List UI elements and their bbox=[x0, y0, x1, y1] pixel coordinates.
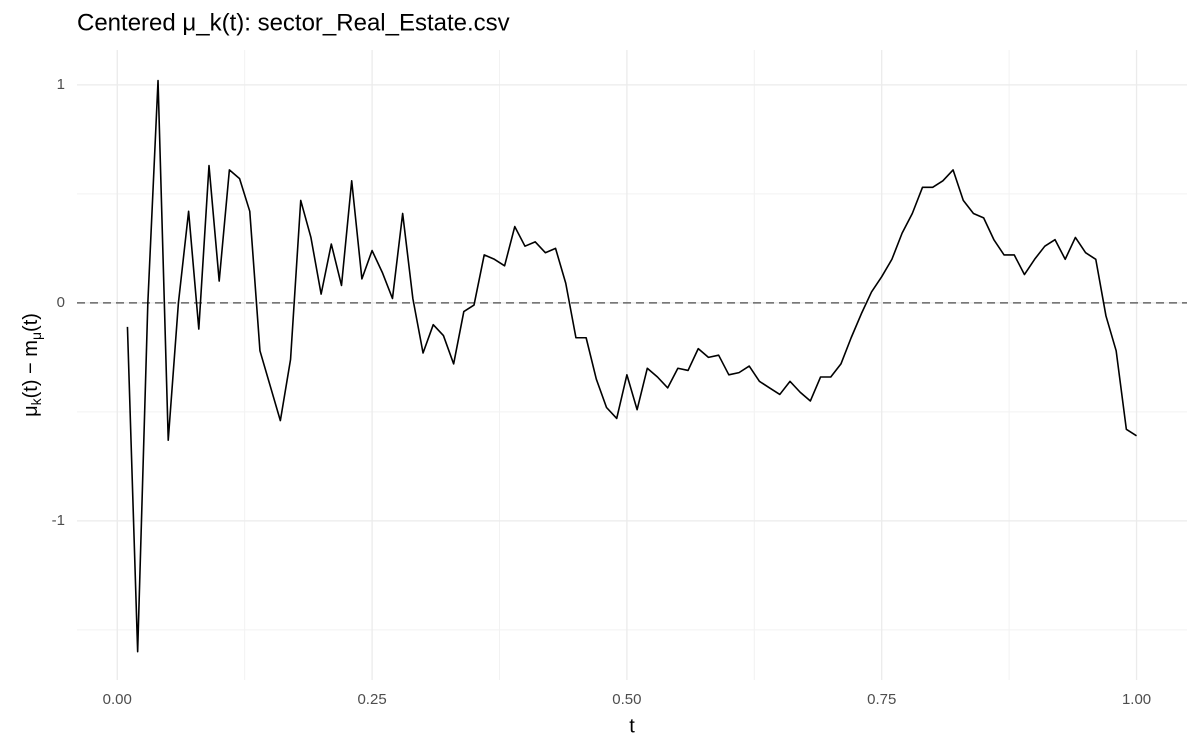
y-label-part: (t) bbox=[20, 313, 42, 332]
y-tick-label: -1 bbox=[52, 512, 65, 529]
y-tick-label: 1 bbox=[57, 76, 65, 93]
y-label-sub: μ bbox=[28, 332, 44, 340]
x-tick-label: 0.75 bbox=[867, 691, 896, 708]
data-line bbox=[126, 79, 1137, 653]
chart-title: Centered μ_k(t): sector_Real_Estate.csv bbox=[77, 9, 510, 36]
y-label-sub: k bbox=[28, 397, 44, 405]
x-tick-label: 0.25 bbox=[357, 691, 386, 708]
x-axis-label: t bbox=[629, 715, 635, 737]
y-tick-label: 0 bbox=[57, 294, 65, 311]
x-tick-label: 1.00 bbox=[1122, 691, 1151, 708]
x-tick-label: 0.50 bbox=[612, 691, 641, 708]
y-label-part: (t) − m bbox=[20, 340, 42, 398]
x-tick-label: 0.00 bbox=[103, 691, 132, 708]
y-label-part: μ bbox=[20, 405, 42, 417]
y-axis-label: μk(t) − mμ(t) bbox=[20, 313, 43, 417]
